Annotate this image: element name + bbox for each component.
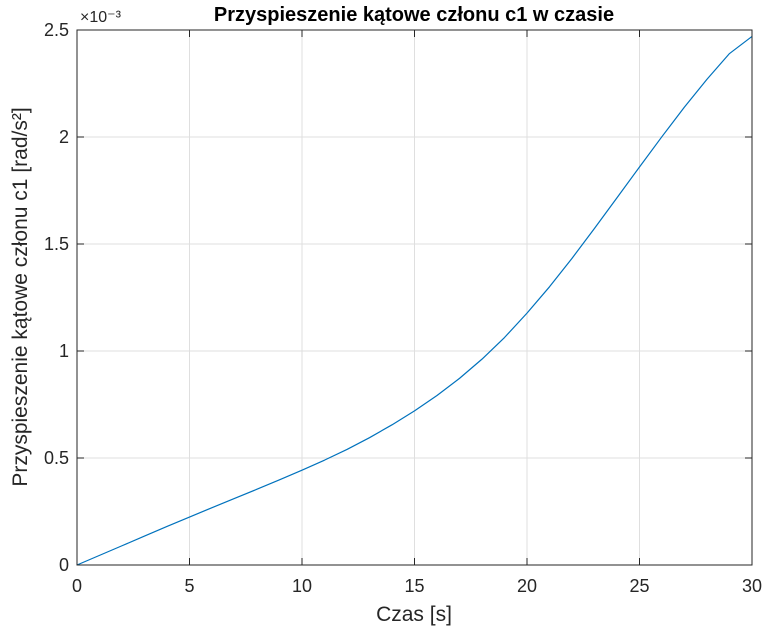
y-tick-label: 0.5 (44, 448, 69, 468)
grid (77, 30, 752, 565)
y-tick-label: 0 (59, 555, 69, 575)
x-tick-label: 15 (404, 576, 424, 596)
y-exponent-label: ×10⁻³ (80, 9, 122, 26)
chart-title: Przyspieszenie kątowe członu c1 w czasie (214, 4, 614, 26)
y-tick-label: 2 (59, 127, 69, 147)
y-tick-label: 2.5 (44, 20, 69, 40)
x-axis-label: Czas [s] (376, 603, 452, 626)
y-tick-label: 1.5 (44, 234, 69, 254)
x-tick-label: 0 (72, 576, 82, 596)
ticks (76, 29, 753, 566)
y-tick-label: 1 (59, 341, 69, 361)
x-tick-label: 25 (629, 576, 649, 596)
series-layer (76, 35, 753, 566)
series-line (76, 35, 753, 566)
y-axis-label: Przyspieszenie kątowe członu c1 [rad/s²] (9, 107, 32, 486)
tick-labels: 0 5 10 15 20 25 30 0 0.5 1 1.5 2 2.5 (44, 20, 762, 596)
x-tick-label: 10 (292, 576, 312, 596)
x-tick-label: 30 (742, 576, 762, 596)
x-tick-label: 20 (517, 576, 537, 596)
x-tick-label: 5 (184, 576, 194, 596)
